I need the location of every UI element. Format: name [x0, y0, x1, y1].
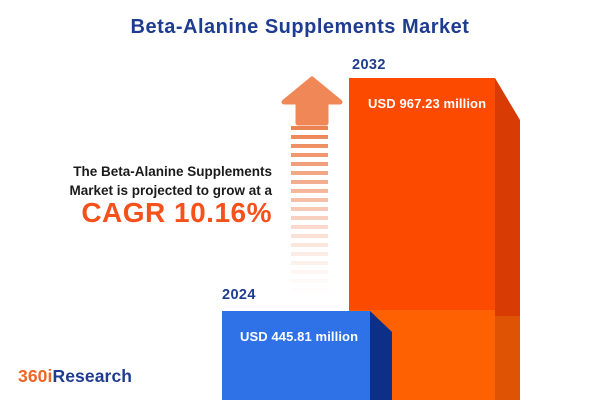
logo-prefix: 360i — [18, 366, 53, 386]
bar-2024-side — [370, 311, 392, 400]
year-label-2032: 2032 — [352, 57, 386, 73]
growth-arrow-trail — [291, 126, 328, 298]
year-label-2024: 2024 — [222, 287, 256, 303]
chart-title: Beta-Alanine Supplements Market — [130, 16, 470, 38]
company-logo: 360iResearch — [18, 366, 132, 387]
logo-suffix: Research — [52, 366, 133, 386]
growth-arrow-icon — [281, 76, 343, 126]
bar-2032-value-label: USD 967.23 million — [368, 96, 487, 111]
description-block: The Beta-Alanine Supplements Market is p… — [40, 162, 272, 228]
bar-2024-value-label: USD 445.81 million — [240, 329, 359, 344]
description-line-1: The Beta-Alanine Supplements — [73, 164, 272, 179]
bar-2032-side — [495, 78, 520, 400]
bar-2024-front — [222, 311, 370, 400]
description-line-2: Market is projected to grow at a — [69, 183, 272, 198]
cagr-value: CAGR 10.16% — [81, 197, 272, 228]
